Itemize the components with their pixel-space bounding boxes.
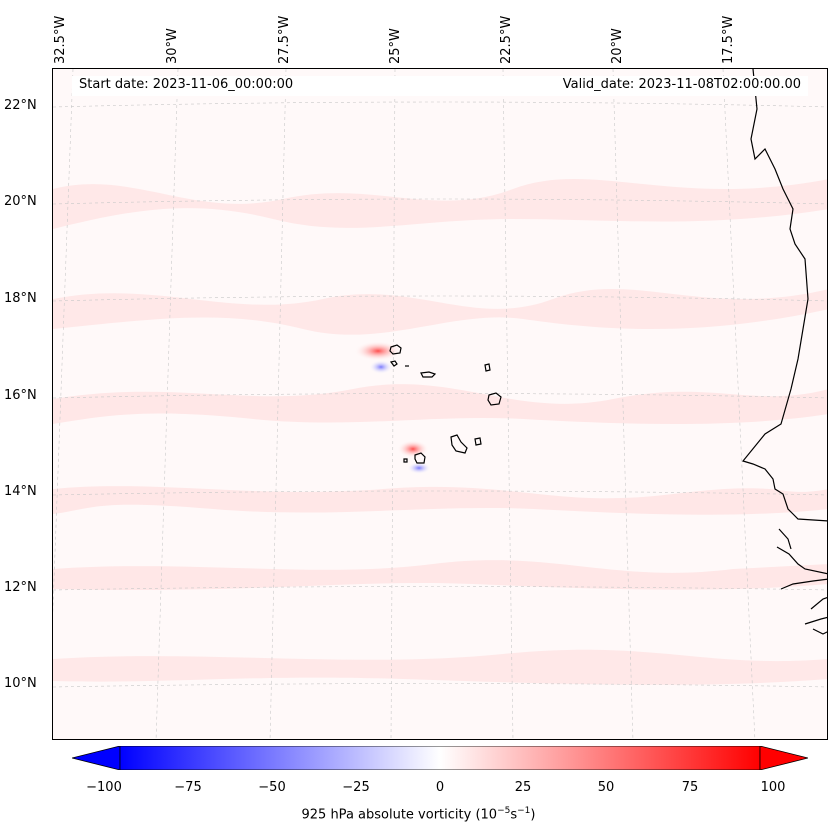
positive-vorticity-blob — [354, 341, 402, 361]
lon-label: 20°W — [610, 28, 625, 64]
colorbar-tick: −25 — [342, 780, 370, 795]
colorbar-label-unit: s — [510, 807, 518, 823]
colorbar-label-exp2: −1 — [517, 806, 531, 816]
colorbar-tick: 50 — [597, 780, 615, 795]
map-panel — [52, 68, 828, 740]
lat-label: 12°N — [4, 580, 37, 595]
colorbar-tick: 100 — [760, 780, 786, 795]
colorbar-tick: −50 — [258, 780, 286, 795]
colorbar-label-text: 925 hPa absolute vorticity (10 — [301, 807, 498, 823]
colorbar-max-extend — [759, 746, 808, 770]
lon-label: 32.5°W — [53, 15, 68, 64]
date-info-bar — [72, 76, 808, 96]
colorbar-label-exp1: −5 — [497, 806, 511, 816]
lon-label: 17.5°W — [721, 15, 736, 64]
colorbar-tick: 0 — [435, 780, 445, 795]
colorbar-tick: −100 — [86, 780, 122, 795]
lat-label: 16°N — [4, 388, 37, 403]
lon-label: 30°W — [165, 28, 180, 64]
colorbar-tick: 75 — [681, 780, 699, 795]
positive-vorticity-blob — [397, 440, 429, 458]
colorbar-gradient — [119, 746, 761, 770]
cape-verde-islands — [389, 344, 502, 464]
lat-label: 20°N — [4, 194, 37, 209]
lon-label: 25°W — [388, 28, 403, 64]
lat-label: 18°N — [4, 291, 37, 306]
lat-label: 22°N — [4, 98, 37, 113]
lon-label: 27.5°W — [277, 15, 292, 64]
vorticity-map — [53, 69, 827, 739]
colorbar-ticks: −100 −75 −50 −25 0 25 50 75 100 — [0, 780, 837, 796]
negative-vorticity-blob — [369, 360, 393, 374]
colorbar-tick: 25 — [514, 780, 532, 795]
lon-label: 22.5°W — [499, 15, 514, 64]
coastline — [741, 69, 827, 635]
lat-label: 10°N — [4, 676, 37, 691]
colorbar-label-close: ) — [530, 807, 536, 823]
lat-label: 14°N — [4, 484, 37, 499]
colorbar-min-extend — [72, 746, 121, 770]
start-date: Start date: 2023-11-06_00:00:00 — [79, 77, 294, 92]
colorbar — [72, 746, 808, 770]
valid-date: Valid_date: 2023-11-08T02:00:00.00 — [562, 77, 801, 92]
colorbar-label: 925 hPa absolute vorticity (10−5s−1) — [0, 806, 837, 822]
negative-vorticity-blob — [407, 462, 431, 474]
graticule — [53, 69, 827, 739]
colorbar-tick: −75 — [174, 780, 202, 795]
vorticity-field — [53, 179, 827, 685]
